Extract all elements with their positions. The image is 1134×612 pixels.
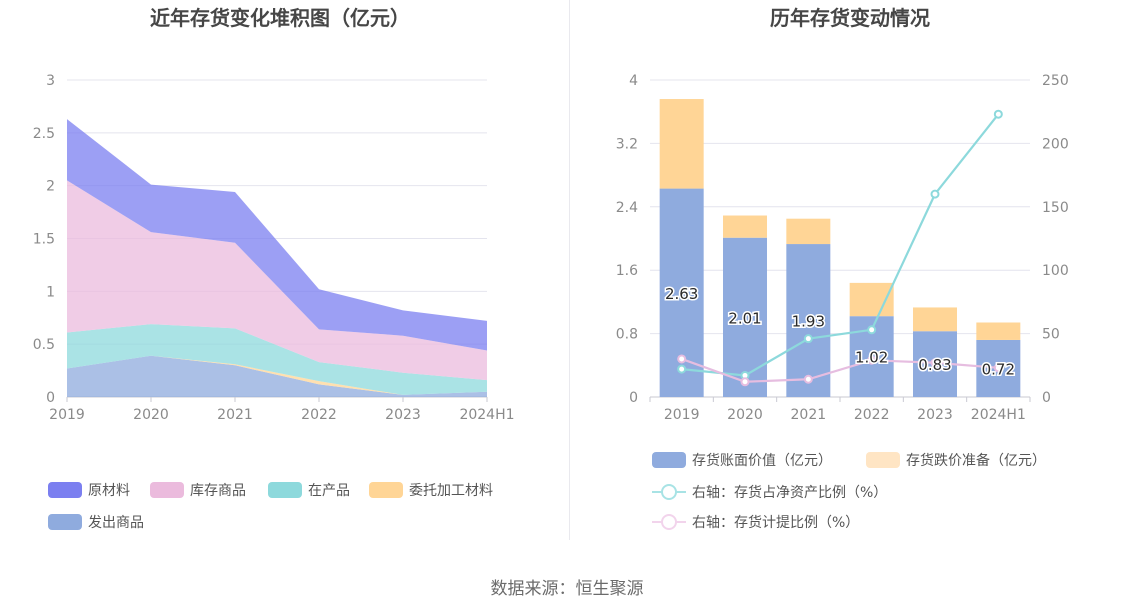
line-point (740, 377, 750, 387)
legend-label: 右轴：存货占净资产比例（%） (692, 485, 888, 501)
legend-swatch (268, 482, 302, 498)
legend-line-marker (652, 482, 686, 502)
legend-swatch (369, 482, 403, 498)
right-legend-item[interactable]: 存货跌价准备（亿元） (866, 450, 1046, 470)
legend-label: 库存商品 (190, 483, 246, 499)
left-x-tick-label: 2023 (385, 407, 421, 423)
legend-label: 原材料 (88, 483, 130, 499)
line-series-provision-ratio (681, 357, 999, 383)
right-y2-tick-label: 100 (1042, 263, 1069, 279)
right-x-tick-label: 2019 (664, 407, 700, 423)
bar-value-label: 0.72 (982, 360, 1015, 378)
legend-label: 存货跌价准备（亿元） (906, 453, 1046, 469)
right-legend-item[interactable]: 存货账面价值（亿元） (652, 450, 832, 470)
bar-value-label: 1.93 (792, 313, 825, 331)
bar-value-label: 1.02 (855, 349, 888, 367)
right-x-tick-label: 2022 (854, 407, 890, 423)
right-y-tick-label: 3.2 (616, 136, 638, 152)
legend-swatch (48, 514, 82, 530)
left-x-tick-label: 2020 (133, 407, 169, 423)
bar-book-value (723, 237, 767, 397)
bar-impairment-reserve (849, 282, 894, 317)
bar-book-value (786, 244, 831, 397)
legend-label: 委托加工材料 (409, 483, 493, 499)
legend-swatch (150, 482, 184, 498)
legend-swatch (866, 452, 900, 468)
right-y2-tick-label: 250 (1042, 73, 1069, 89)
legend-label: 存货账面价值（亿元） (692, 453, 832, 469)
line-point (803, 334, 813, 344)
panel-divider (569, 0, 570, 540)
line-point (993, 363, 1003, 373)
left-series-area-0 (67, 355, 487, 397)
right-legend-item[interactable]: 右轴：存货占净资产比例（%） (652, 482, 887, 502)
bar-value-label: 0.83 (918, 356, 951, 374)
right-y2-tick-label: 50 (1042, 327, 1060, 343)
right-y-tick-label: 0.8 (616, 327, 638, 343)
left-legend-item[interactable]: 库存商品 (150, 480, 246, 500)
left-legend-item[interactable]: 委托加工材料 (369, 480, 493, 500)
right-y2-tick-label: 0 (1042, 390, 1051, 406)
legend-label: 在产品 (308, 483, 350, 499)
right-x-tick-label: 2021 (791, 407, 827, 423)
left-y-tick-label: 1 (46, 284, 55, 300)
right-y2-tick-label: 150 (1042, 200, 1069, 216)
left-chart-title: 近年存货变化堆积图（亿元） (150, 6, 410, 30)
bar-impairment-reserve (786, 218, 831, 245)
legend-label: 右轴：存货计提比例（%） (692, 515, 860, 531)
left-x-tick-label: 2021 (217, 407, 253, 423)
left-legend-item[interactable]: 发出商品 (48, 512, 144, 532)
left-series-area-3 (67, 180, 487, 381)
legend-label: 发出商品 (88, 515, 144, 531)
right-x-tick-label: 2023 (917, 407, 953, 423)
line-point (930, 189, 940, 199)
right-y-tick-label: 0 (629, 390, 638, 406)
right-y-tick-label: 1.6 (616, 263, 638, 279)
right-y-tick-label: 2.4 (616, 200, 638, 216)
right-x-tick-label: 2024H1 (971, 407, 1026, 423)
legend-swatch (652, 452, 686, 468)
right-y2-tick-label: 200 (1042, 136, 1069, 152)
left-y-tick-label: 0 (46, 390, 55, 406)
line-point (993, 109, 1003, 119)
line-point (677, 364, 687, 374)
bar-value-label: 2.63 (665, 285, 698, 303)
line-point (803, 374, 813, 384)
left-x-tick-label: 2019 (49, 407, 85, 423)
left-y-tick-label: 2.5 (33, 126, 55, 142)
line-series-net-asset-ratio (681, 113, 1000, 377)
right-chart-title: 历年存货变动情况 (770, 6, 930, 30)
line-point (930, 358, 940, 368)
left-y-tick-label: 1.5 (33, 232, 55, 248)
right-y-tick-label: 4 (629, 73, 638, 89)
bar-impairment-reserve (659, 99, 704, 189)
left-legend-item[interactable]: 原材料 (48, 480, 130, 500)
left-legend-item[interactable]: 在产品 (268, 480, 350, 500)
left-y-tick-label: 2 (46, 179, 55, 195)
bar-value-label: 2.01 (728, 309, 761, 327)
legend-swatch (48, 482, 82, 498)
bar-impairment-reserve (723, 215, 767, 238)
line-point (867, 325, 877, 335)
line-point (867, 355, 877, 365)
legend-line-marker (652, 512, 686, 532)
right-legend-item[interactable]: 右轴：存货计提比例（%） (652, 512, 859, 532)
data-source-note: 数据来源：恒生聚源 (490, 579, 644, 599)
bar-impairment-reserve (913, 307, 957, 332)
left-series-area-2 (67, 324, 487, 395)
left-x-tick-label: 2024H1 (459, 407, 514, 423)
left-y-tick-label: 0.5 (33, 337, 55, 353)
left-x-tick-label: 2022 (301, 407, 337, 423)
left-y-tick-label: 3 (46, 73, 55, 89)
right-x-tick-label: 2020 (727, 407, 763, 423)
line-point (677, 354, 687, 364)
bar-impairment-reserve (976, 322, 1021, 340)
left-series-area-4 (67, 119, 487, 351)
